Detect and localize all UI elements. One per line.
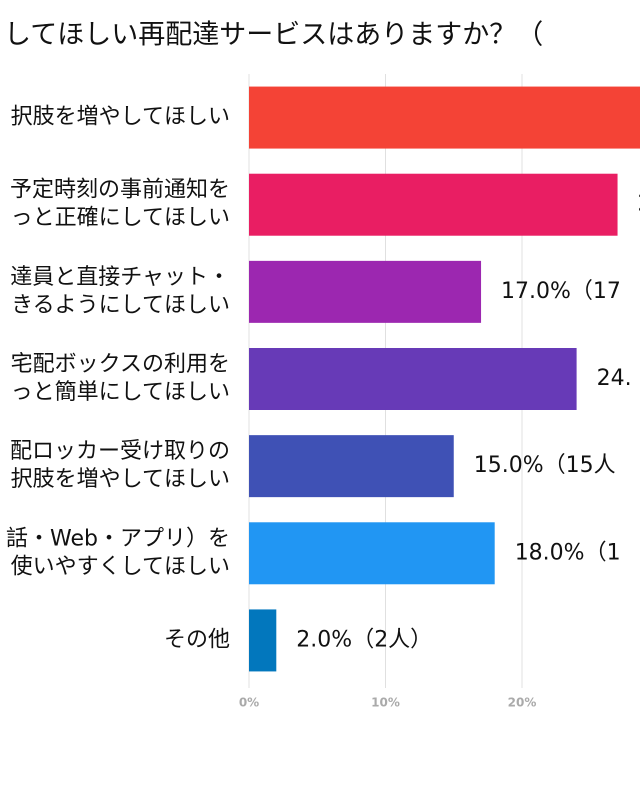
value-label: 15.0%（15人 — [474, 453, 616, 478]
value-label: 2.0%（2人） — [296, 627, 432, 652]
bar — [249, 609, 277, 672]
y-tick-label: 達員と直接チャット・ — [10, 265, 230, 290]
bar — [249, 348, 577, 410]
value-label: 2 — [638, 192, 640, 217]
y-tick-label: その他 — [164, 627, 230, 652]
y-tick-label: 話・Web・アプリ）を — [6, 526, 230, 551]
x-tick-label: 0% — [239, 696, 259, 710]
bar — [249, 86, 640, 149]
y-tick-label: きるようにしてほしい — [11, 293, 230, 318]
y-tick-label: 宅配ボックスの利用を — [11, 352, 230, 377]
value-label: 24. — [597, 366, 632, 391]
y-tick-label: 配ロッカー受け取りの — [10, 439, 230, 464]
bar — [249, 522, 495, 585]
y-tick-label: 択肢を増やしてほしい — [11, 105, 230, 130]
y-tick-label: 使いやすくしてほしい — [11, 554, 230, 579]
y-tick-label: 択肢を増やしてほしい — [11, 467, 230, 492]
bar — [249, 260, 482, 323]
y-tick-label: っと正確にしてほしい — [11, 206, 230, 231]
y-tick-label: っと簡単にしてほしい — [11, 380, 230, 405]
bar — [249, 173, 618, 236]
x-tick-label: 10% — [371, 696, 400, 710]
chart-title: してほしい再配達サービスはありますか？（ — [4, 20, 543, 51]
x-tick-label: 20% — [508, 696, 537, 710]
bar — [249, 435, 454, 498]
value-label: 17.0%（17 — [501, 279, 621, 304]
value-label: 18.0%（1 — [515, 540, 621, 565]
y-tick-label: 予定時刻の事前通知を — [10, 178, 230, 203]
